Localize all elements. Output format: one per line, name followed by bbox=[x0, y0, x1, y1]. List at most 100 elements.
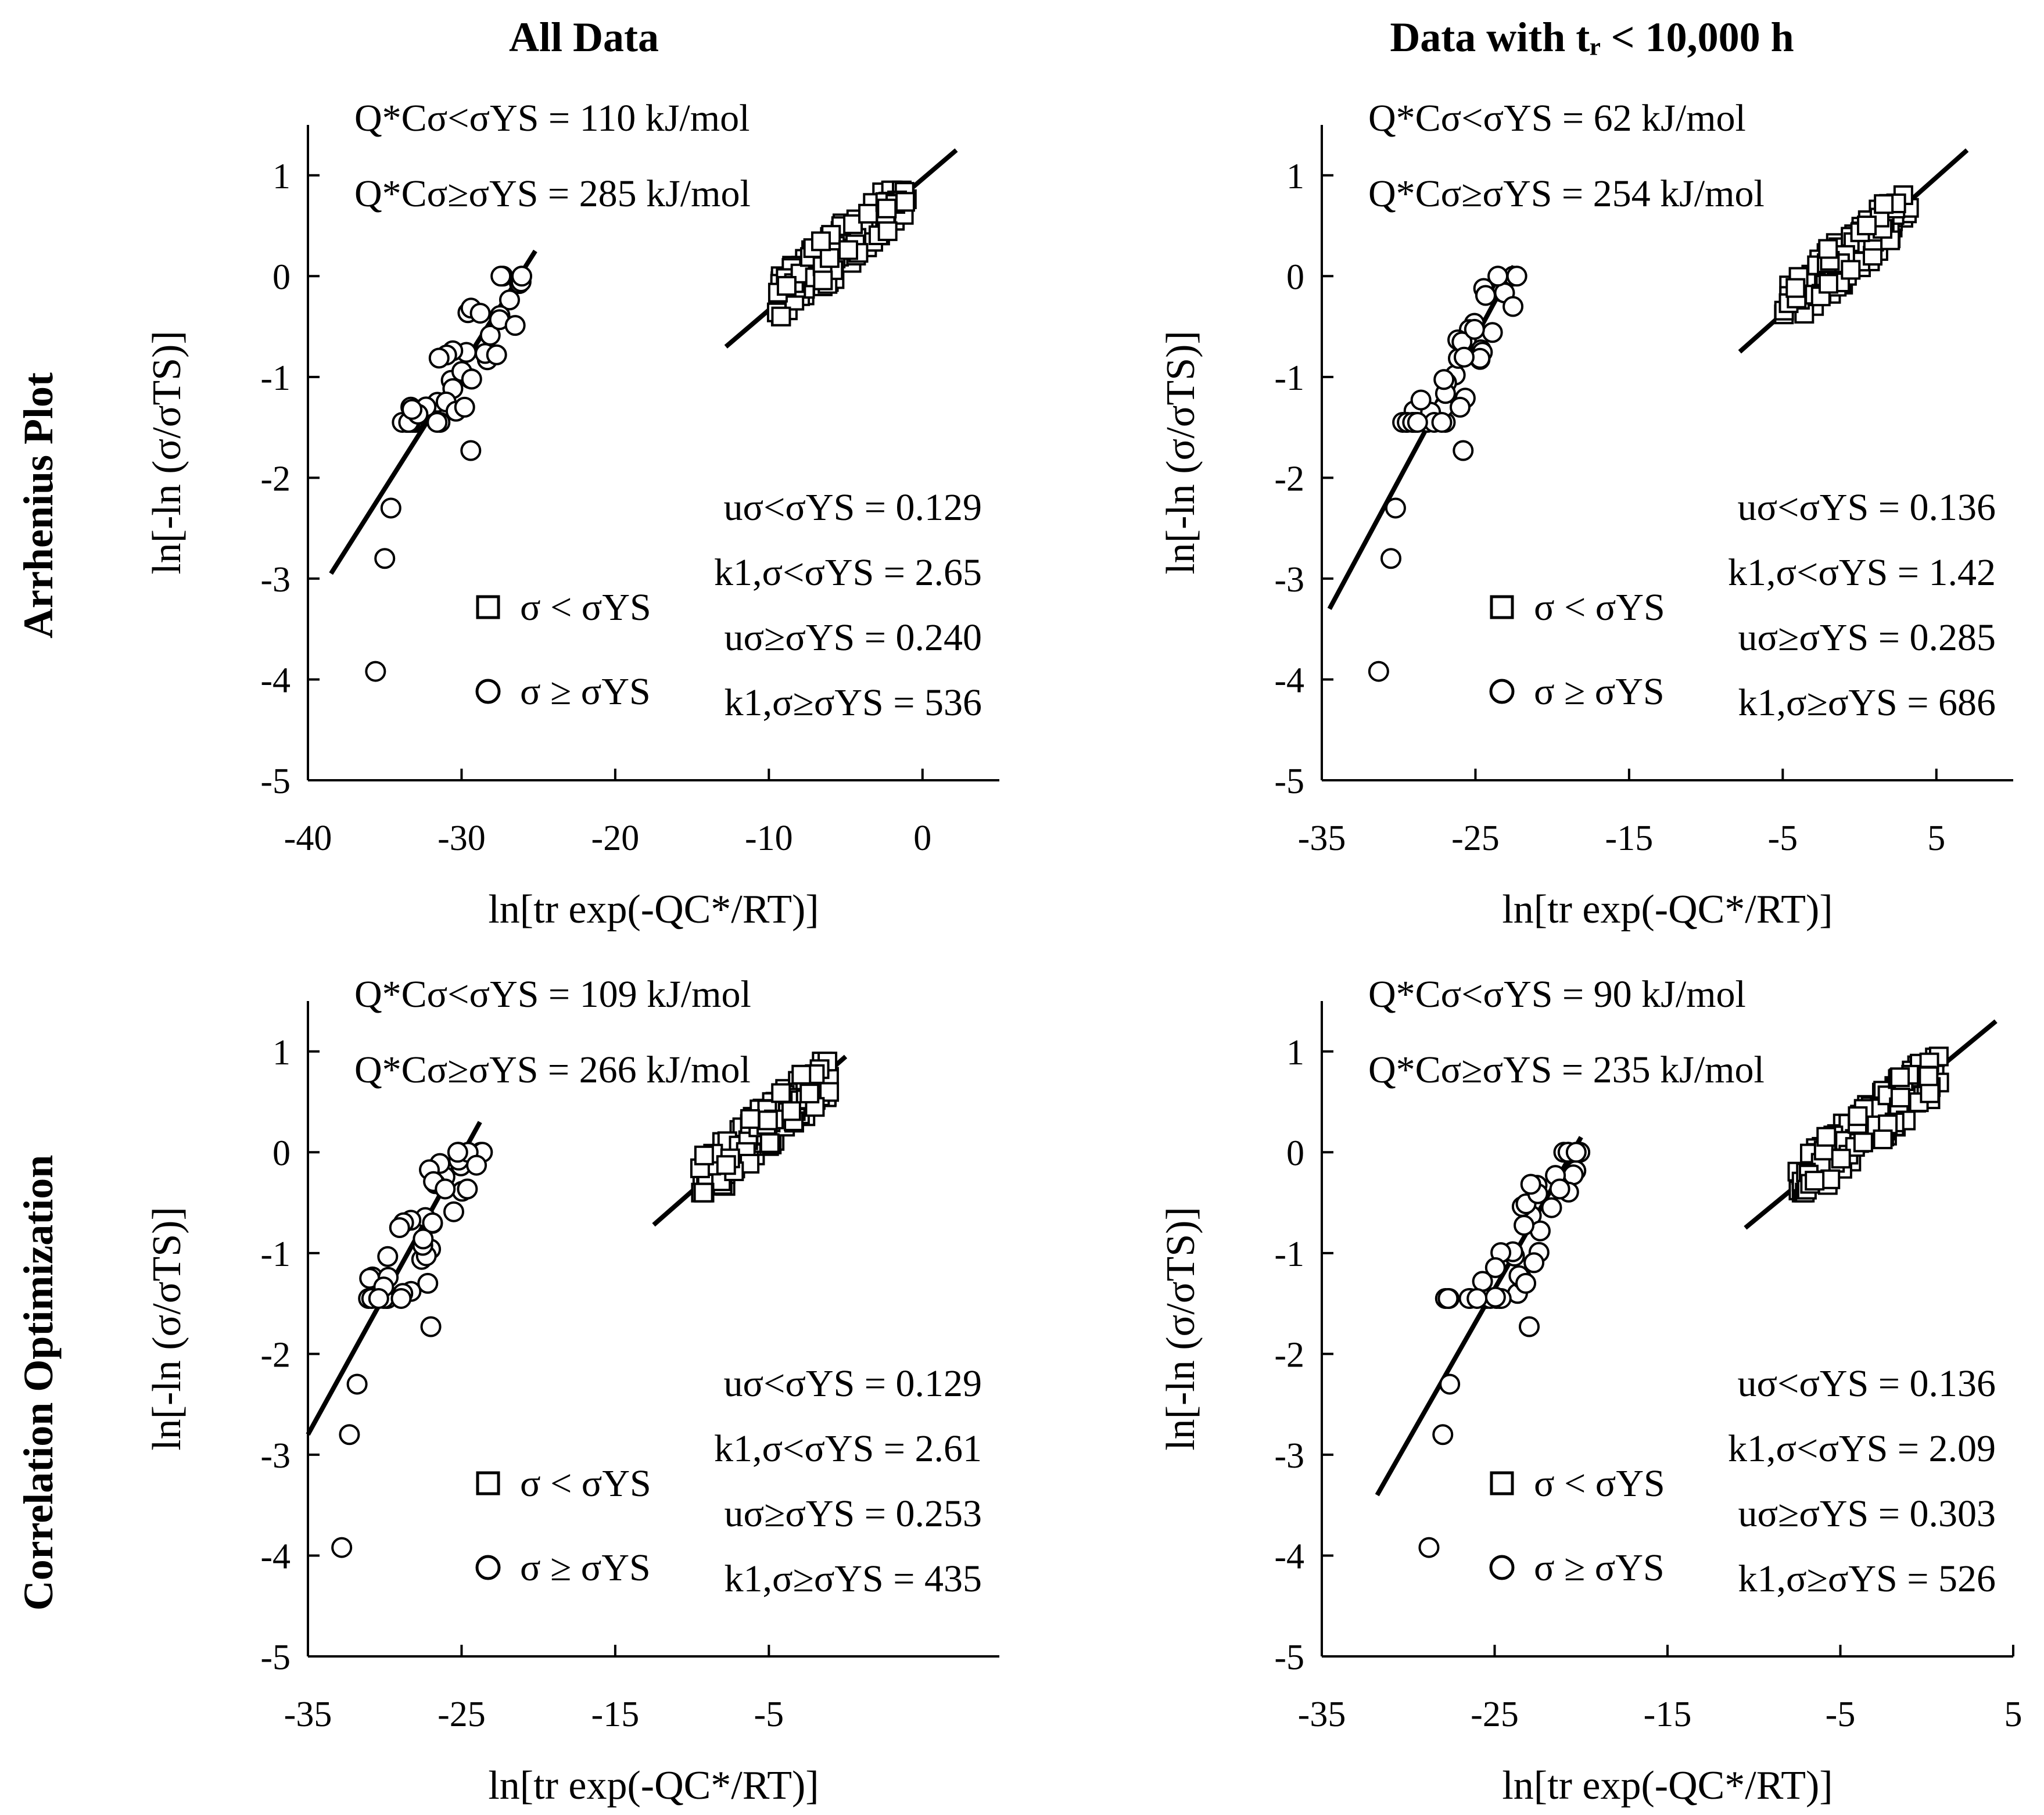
x-tick-label: -5 bbox=[1768, 819, 1798, 858]
square-point bbox=[799, 1084, 820, 1104]
square-point bbox=[895, 192, 916, 212]
legend-label-above-ys: σ ≥ σYS bbox=[520, 1547, 651, 1589]
circle-point bbox=[1515, 1272, 1537, 1294]
y-tick-label: 1 bbox=[272, 1033, 291, 1072]
fit-stat-label: uσ≥σYS = 0.285 bbox=[1738, 616, 1996, 659]
circle-point bbox=[1487, 266, 1509, 287]
circle-point bbox=[1450, 396, 1471, 418]
x-tick-label: -25 bbox=[438, 1695, 486, 1734]
x-tick-label: -35 bbox=[284, 1695, 332, 1734]
legend-square-marker bbox=[1490, 1471, 1514, 1495]
square-point bbox=[1820, 1169, 1841, 1189]
y-tick-label: 1 bbox=[1286, 157, 1304, 196]
circle-point bbox=[339, 1424, 360, 1445]
square-point bbox=[1920, 1083, 1940, 1103]
y-tick-label: 1 bbox=[1286, 1033, 1304, 1072]
square-point bbox=[716, 1155, 736, 1175]
q-energy-label: Q*Cσ≥σYS = 254 kJ/mol bbox=[1368, 173, 1765, 215]
fit-stat-label: uσ<σYS = 0.136 bbox=[1738, 486, 1996, 529]
row-title-arrhenius: Arrhenius Plot bbox=[15, 372, 62, 639]
x-axis-label: ln[tr exp(-QC*/RT)] bbox=[1502, 1763, 1833, 1808]
legend-label-below-ys: σ < σYS bbox=[520, 586, 651, 629]
x-tick-label: -35 bbox=[1298, 1695, 1346, 1734]
q-energy-label: Q*Cσ<σYS = 62 kJ/mol bbox=[1368, 97, 1746, 139]
circle-point bbox=[422, 1212, 443, 1233]
legend-circle-marker bbox=[1489, 1555, 1515, 1580]
x-tick-label: 5 bbox=[2004, 1695, 2023, 1734]
square-point bbox=[740, 1109, 761, 1129]
circle-point bbox=[413, 1228, 434, 1250]
y-tick-label: -5 bbox=[1274, 762, 1304, 801]
circle-point bbox=[1549, 1178, 1570, 1200]
square-point bbox=[1857, 216, 1877, 236]
fit-stat-label: k1,σ<σYS = 2.61 bbox=[714, 1427, 982, 1470]
y-tick-label: -3 bbox=[260, 1436, 291, 1476]
y-tick-label: -2 bbox=[260, 1335, 291, 1375]
x-tick-label: -15 bbox=[1605, 819, 1654, 858]
circle-point bbox=[1519, 1316, 1540, 1337]
q-energy-label: Q*Cσ≥σYS = 235 kJ/mol bbox=[1368, 1049, 1765, 1091]
x-axis-label: ln[tr exp(-QC*/RT)] bbox=[1502, 887, 1833, 932]
square-point bbox=[1890, 1067, 1910, 1088]
y-tick-label: -4 bbox=[260, 661, 291, 700]
panel-correlation-short: -5 -4 -3 -2 -1 0 1 -35 -25 -15 -5 5 ln[tr exp(-QC*/R… bbox=[1159, 973, 2023, 1808]
circle-point bbox=[1410, 389, 1432, 411]
y-tick-label: -5 bbox=[1274, 1638, 1304, 1677]
fit-stat-label: uσ≥σYS = 0.253 bbox=[725, 1493, 982, 1535]
square-point bbox=[1785, 278, 1806, 298]
circle-point bbox=[511, 266, 533, 287]
fit-stat-label: uσ<σYS = 0.129 bbox=[724, 486, 982, 529]
y-tick-label: -1 bbox=[1274, 1235, 1304, 1274]
x-tick-label: -40 bbox=[284, 819, 332, 858]
fit-stat-label: k1,σ≥σYS = 435 bbox=[725, 1558, 982, 1600]
square-point bbox=[1874, 194, 1894, 214]
fit-stat-label: uσ<σYS = 0.129 bbox=[724, 1362, 982, 1405]
y-tick-label: -4 bbox=[1274, 1537, 1304, 1576]
q-energy-label: Q*Cσ≥σYS = 266 kJ/mol bbox=[354, 1049, 751, 1091]
panel-correlation-all: -5 -4 -3 -2 -1 0 1 -35 -25 -15 -5 ln[tr exp(-QC*/RT… bbox=[145, 973, 999, 1808]
fit-stat-label: uσ<σYS = 0.136 bbox=[1738, 1362, 1996, 1405]
legend-circle-marker bbox=[475, 679, 501, 704]
square-point bbox=[771, 306, 791, 327]
square-point bbox=[838, 240, 859, 260]
y-tick-label: 0 bbox=[272, 257, 291, 297]
x-axis-label: ln[tr exp(-QC*/RT)] bbox=[488, 887, 819, 932]
circle-point bbox=[1418, 1537, 1440, 1558]
square-point bbox=[811, 231, 831, 252]
y-tick-label: -2 bbox=[1274, 459, 1304, 498]
circle-point bbox=[461, 368, 482, 390]
y-tick-label: -2 bbox=[1274, 1335, 1304, 1375]
square-point bbox=[771, 1083, 791, 1103]
legend-circle-marker bbox=[475, 1555, 501, 1580]
circle-point bbox=[1466, 1287, 1488, 1309]
y-tick-label: -4 bbox=[260, 1537, 291, 1576]
fit-stat-label: k1,σ≥σYS = 536 bbox=[725, 681, 982, 724]
y-tick-label: 0 bbox=[1286, 257, 1304, 297]
y-axis-label: ln[-ln (σ/σTS)] bbox=[145, 331, 189, 575]
x-tick-label: -10 bbox=[745, 819, 793, 858]
circle-point bbox=[466, 1154, 487, 1176]
fit-stat-label: k1,σ≥σYS = 686 bbox=[1738, 681, 1996, 724]
square-point bbox=[1873, 1129, 1893, 1150]
x-tick-label: 0 bbox=[913, 819, 931, 858]
q-energy-label: Q*Cσ<σYS = 90 kJ/mol bbox=[1368, 973, 1746, 1016]
y-tick-label: -2 bbox=[260, 459, 291, 498]
circle-point bbox=[1431, 411, 1453, 433]
x-tick-label: 5 bbox=[1927, 819, 1945, 858]
circle-point bbox=[1514, 1215, 1535, 1236]
circle-point bbox=[1385, 497, 1406, 519]
square-point bbox=[1818, 239, 1838, 259]
x-tick-label: -35 bbox=[1298, 819, 1346, 858]
square-point bbox=[1816, 1127, 1837, 1147]
circle-point bbox=[331, 1537, 353, 1558]
circle-point bbox=[1464, 318, 1485, 340]
y-axis-label: ln[-ln (σ/σTS)] bbox=[145, 1207, 189, 1451]
square-point bbox=[1841, 260, 1861, 280]
square-point bbox=[819, 248, 840, 268]
fit-stat-label: k1,σ<σYS = 2.09 bbox=[1728, 1427, 1996, 1470]
circle-point bbox=[469, 303, 491, 324]
circle-point bbox=[1520, 1174, 1541, 1195]
y-tick-label: -3 bbox=[1274, 560, 1304, 600]
y-tick-label: 1 bbox=[272, 157, 291, 196]
